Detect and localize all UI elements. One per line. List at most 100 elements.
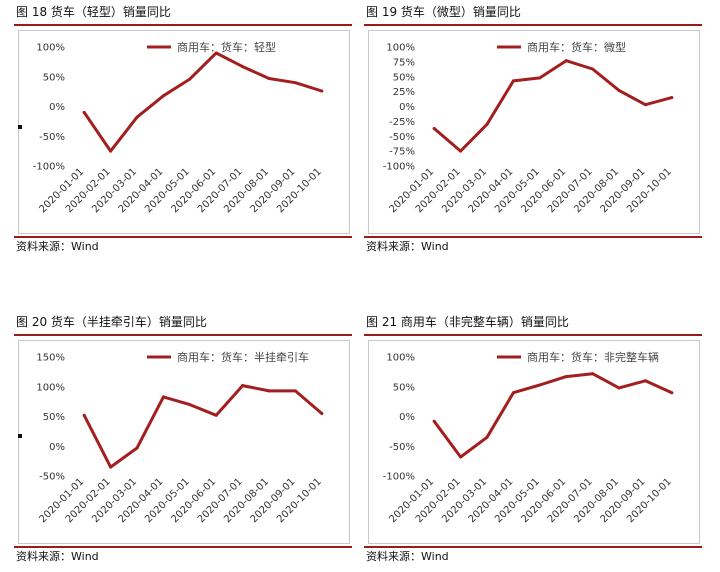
x-tick-label: 2020-01-01 [387,166,436,215]
data-point [485,435,489,439]
y-tick-label: 50% [393,72,415,83]
data-point [214,413,218,417]
data-point [617,386,621,390]
data-point [241,65,245,69]
data-point [109,465,113,469]
data-point [135,115,139,119]
data-point [459,149,463,153]
legend-label: 商用车：货车：非完整车辆 [527,350,659,364]
data-point [591,67,595,71]
top-rule [14,334,352,336]
figure-title: 图 21 商用车（非完整车辆）销量同比 [366,315,569,329]
data-point [161,94,165,98]
source-note: 资料来源：Wind [366,240,449,253]
y-tick-label: 100% [386,353,415,364]
line-chart: 100%50%0%-50%-100%2020-01-012020-02-0120… [383,350,674,525]
x-tick-label: 2020-01-01 [37,166,86,215]
x-tick-label: 2020-01-01 [37,476,86,525]
data-point [109,149,113,153]
source-note: 资料来源：Wind [16,240,99,253]
data-point [214,51,218,55]
y-tick-label: 0% [399,102,415,113]
data-point [538,383,542,387]
bottom-rule [14,236,352,238]
chart-panel-3: 图 20 货车（半挂牵引车）销量同比 150% 100% 50% 0% -50% 2020… [14,314,352,564]
y-tick-label: 0% [49,102,65,113]
line-chart: 100% 75% 50% 25% 0% -25% -50% -75% -100%2020-01-… [383,40,674,215]
series-line [82,51,324,153]
data-point [511,79,515,83]
y-tick-label: 50% [393,382,415,393]
series-line [82,384,324,469]
y-tick-label: 0% [49,442,65,453]
chart-panel-1: 图 18 货车（轻型）销量同比 100% 50% 0% -50% -100% 2020-0… [14,4,352,254]
legend-label: 商用车：货车：微型 [527,40,626,54]
top-rule [364,334,702,336]
line-chart: 150%100%50%0%-50%2020-01-012020-02-01202… [36,350,324,525]
series-line [432,372,674,459]
y-tick-label: -50% [389,132,415,143]
list-bullet [18,434,22,438]
data-point [267,77,271,81]
data-point [564,375,568,379]
y-tick-label: 100% [386,43,415,54]
y-tick-label: -100% [383,472,415,483]
legend-label: 商用车：货车：半挂牵引车 [177,350,309,364]
y-tick-label: -75% [389,147,415,158]
chart-area: 150% 100% 50% 0% -50% 2020-01-01 2020-02-01 202… [18,340,350,544]
data-point [432,419,436,423]
x-tick-label: 2020-01-01 [387,476,436,525]
data-point [511,391,515,395]
bottom-rule [364,236,702,238]
source-note: 资料来源：Wind [366,550,449,563]
y-tick-label: 0% [399,412,415,423]
data-point [617,88,621,92]
y-tick-label: 150% [36,353,65,364]
data-point [293,389,297,393]
data-point [670,96,674,100]
y-tick-label: -50% [39,472,65,483]
y-tick-label: -50% [39,132,65,143]
top-rule [14,24,352,26]
data-point [643,379,647,383]
data-point [188,403,192,407]
y-tick-label: 100% [36,382,65,393]
data-point [320,89,324,93]
data-point [432,127,436,131]
y-tick-label: 75% [393,57,415,68]
chart-area: 100% 50% 0% -50% -100% 2020-01-01 2020-02-01 20… [368,340,700,544]
data-point [591,372,595,376]
list-bullet [18,125,22,129]
data-point [643,103,647,107]
data-point [267,389,271,393]
y-tick-label: -50% [389,442,415,453]
chart-area: 100% 50% 0% -50% -100% 2020-01-01 2020-02-01 20… [18,30,350,234]
legend-label: 商用车：货车：轻型 [177,40,276,54]
source-note: 资料来源：Wind [16,550,99,563]
y-tick-label: 100% [36,43,65,54]
y-tick-label: -100% [33,162,65,173]
y-tick-label: -25% [389,117,415,128]
data-point [161,395,165,399]
figure-title: 图 20 货车（半挂牵引车）销量同比 [16,315,207,329]
line-chart: 100%50%0%-50%-100%2020-01-012020-02-0120… [33,40,324,215]
y-tick-label: 25% [393,87,415,98]
figure-title: 图 19 货车（微型）销量同比 [366,5,521,19]
data-point [82,110,86,114]
chart-panel-4: 图 21 商用车（非完整车辆）销量同比 100% 50% 0% -50% -100% 20… [364,314,702,564]
top-rule [364,24,702,26]
data-point [564,59,568,63]
data-point [320,412,324,416]
data-point [538,76,542,80]
data-point [188,77,192,81]
data-point [670,391,674,395]
y-tick-label: 50% [43,412,65,423]
data-point [82,413,86,417]
figure-title: 图 18 货车（轻型）销量同比 [16,5,171,19]
data-point [241,384,245,388]
bottom-rule [14,546,352,548]
bottom-rule [364,546,702,548]
chart-panel-2: 图 19 货车（微型）销量同比 100% 75% 50% 25% 0% -25% -50% -… [364,4,702,254]
chart-area: 100% 75% 50% 25% 0% -25% -50% -75% -100% 2020-01-… [368,30,700,234]
y-tick-label: -100% [383,162,415,173]
